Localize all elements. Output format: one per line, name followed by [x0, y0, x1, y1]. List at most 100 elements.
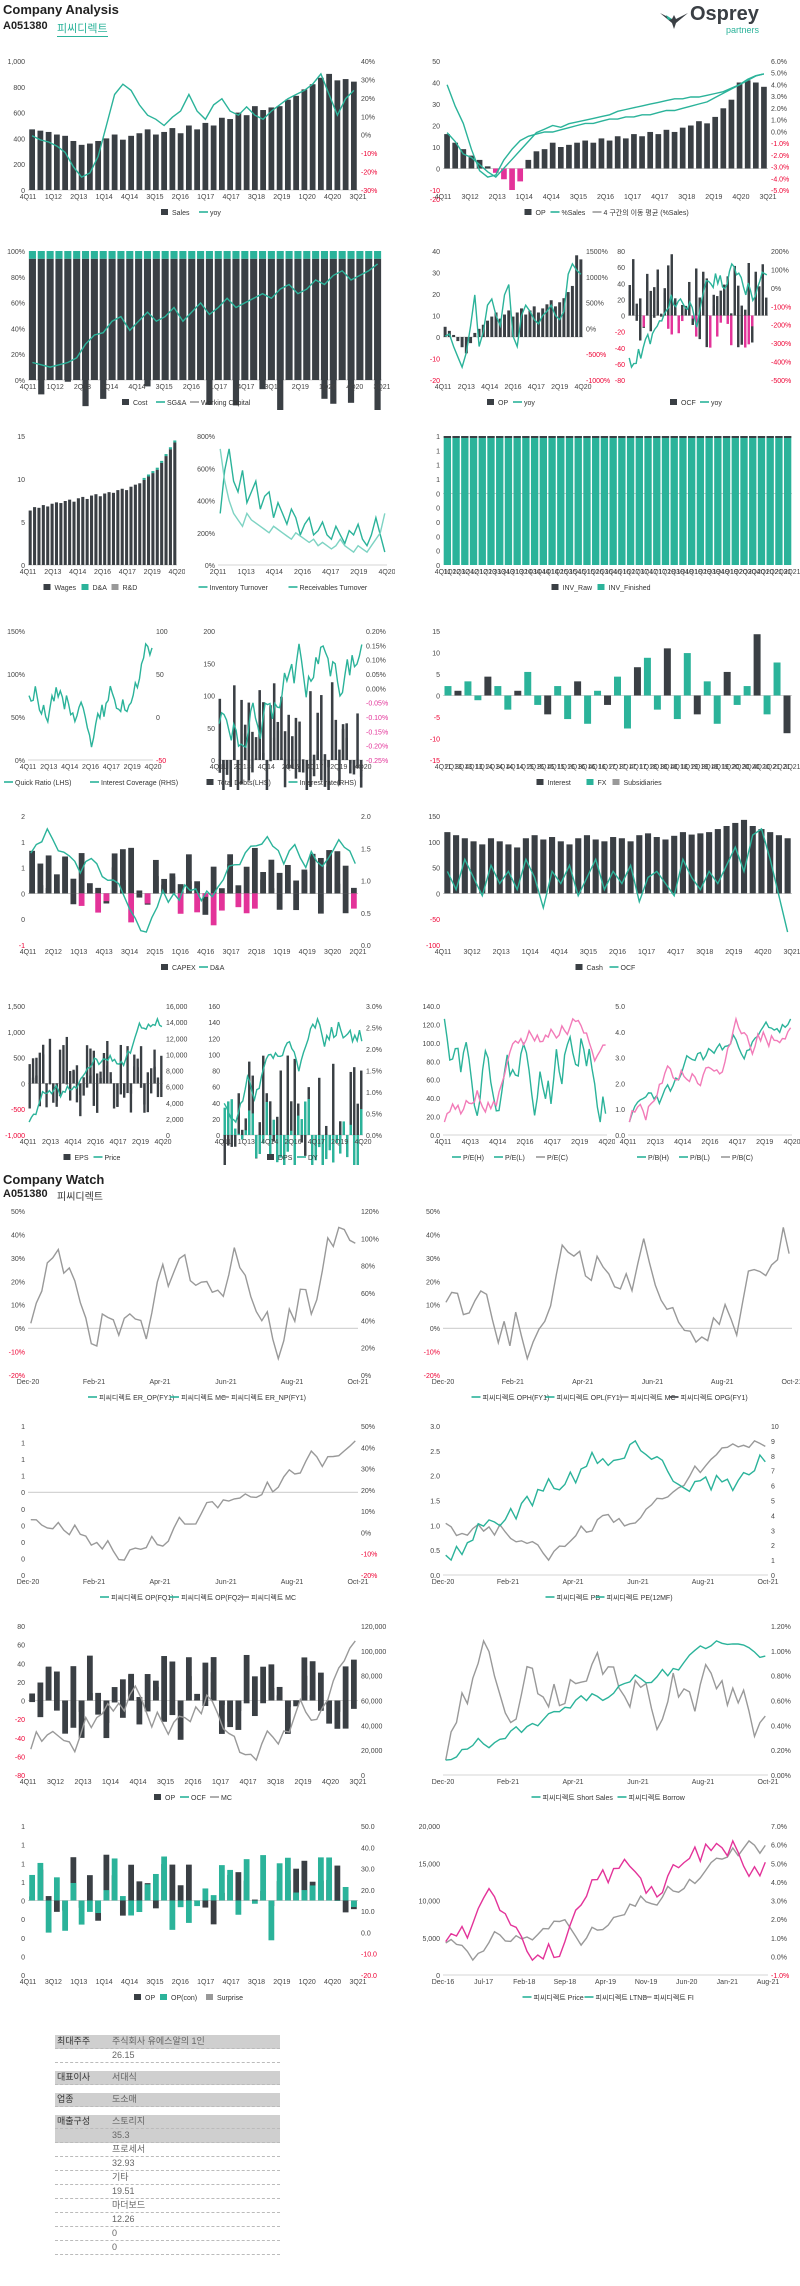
x-tick-label: 4Q20 — [154, 1139, 171, 1146]
bar — [663, 129, 670, 169]
y-tick-label: 40% — [11, 1232, 25, 1239]
legend-label: 피씨디렉트 Short Sales — [543, 1793, 614, 1802]
legend-swatch — [43, 584, 51, 590]
bar — [227, 1869, 234, 1901]
y2-tick-label: 8 — [771, 1454, 775, 1461]
bar — [173, 442, 177, 565]
x-tick-label: 2Q16 — [596, 569, 613, 576]
x-tick-label: 4Q11 — [20, 194, 37, 201]
bar — [653, 837, 660, 894]
bar-sga — [250, 251, 258, 259]
bar — [726, 276, 729, 316]
y-tick-label: 40 — [432, 81, 440, 88]
legend-label: 피씨디렉트 PB — [557, 1593, 601, 1602]
x-tick-label: 3Q18 — [676, 569, 693, 576]
x-tick-label: Apr-21 — [562, 1579, 583, 1586]
series-line — [219, 448, 386, 553]
bar — [291, 760, 294, 769]
series-line — [443, 1018, 607, 1123]
x-tick-label: 4Q15 — [547, 764, 564, 771]
bar — [236, 760, 240, 785]
x-tick-label: 3Q18 — [696, 949, 713, 956]
bar — [241, 1129, 244, 1135]
x-tick-label: 3Q15 — [570, 194, 587, 201]
bar-inv-raw — [496, 436, 504, 438]
bar — [210, 1672, 217, 1701]
x-tick-label: 2Q15 — [527, 764, 544, 771]
y-tick-label: 200% — [197, 531, 215, 538]
x-tick-label: 4Q13 — [506, 569, 523, 576]
legend-label: 피씨디렉트 ER_NP(FY1) — [231, 1393, 306, 1402]
bar — [744, 315, 747, 348]
y2-tick-label: 10 — [771, 1424, 779, 1431]
bar — [309, 691, 312, 760]
y-tick-label: -1 — [19, 943, 25, 950]
bar — [78, 853, 85, 894]
bar — [356, 1135, 359, 1165]
bar — [164, 456, 168, 565]
bar — [136, 1700, 143, 1725]
bar-inv-finished — [557, 436, 565, 565]
x-tick-label: 4Q17 — [109, 1139, 126, 1146]
y2-tick-label: 40.0 — [361, 1845, 375, 1852]
bar — [202, 893, 209, 897]
legend-label: 피씨디렉트 OP(FQ2) — [181, 1593, 244, 1602]
y-tick-label: -15 — [430, 758, 440, 765]
x-tick-label: 1Q17 — [212, 1779, 229, 1786]
y2-tick-label: 0 — [361, 1773, 365, 1780]
bar — [733, 314, 736, 316]
bar-cost — [28, 258, 36, 380]
legend-label: 피씨디렉트 OPL(FY1) — [557, 1393, 623, 1402]
sales-mix-0: 스토리지 — [112, 2116, 146, 2126]
sales-mix-9: 0 — [112, 2242, 118, 2252]
y2-tick-label: 0.0% — [771, 129, 787, 136]
x-tick-label: 2Q19 — [350, 569, 367, 576]
y-tick-label: 0.5 — [430, 1548, 440, 1555]
y2-tick-label: 60% — [361, 1291, 375, 1298]
bar — [294, 760, 298, 779]
legend-swatch — [134, 1994, 141, 2000]
bar — [45, 131, 52, 190]
x-tick-label: 3Q18 — [267, 1779, 284, 1786]
chart-w_price: 20,00015,00010,0005,00007.0%6.0%5.0%4.0%… — [419, 1824, 790, 2002]
plot-area — [28, 440, 177, 566]
x-tick-label: 3Q17 — [640, 569, 657, 576]
y-tick-label: 30% — [426, 1256, 440, 1263]
bar — [540, 839, 547, 894]
x-tick-label: 2Q19 — [124, 764, 141, 771]
y-tick-label: 1 — [21, 1457, 25, 1464]
bar — [494, 312, 498, 337]
x-tick-label: 1Q13 — [238, 569, 255, 576]
bar — [298, 760, 301, 773]
y-tick-label: 0.0 — [430, 1573, 440, 1580]
y-tick-label: 2.0 — [615, 1081, 625, 1088]
y2-tick-label: -400% — [771, 360, 791, 367]
bar — [284, 1700, 291, 1734]
x-tick-label: 2Q13 — [74, 384, 91, 391]
bar-sga — [73, 251, 81, 259]
bar — [243, 866, 250, 894]
bar — [749, 825, 756, 894]
bar — [169, 1900, 176, 1930]
bar-sga — [197, 251, 205, 259]
bar — [635, 303, 638, 316]
bar — [714, 829, 721, 894]
bar — [136, 1881, 143, 1901]
bar — [62, 135, 69, 190]
legend-label: SG&A — [167, 400, 187, 407]
y2-tick-label: 0.15% — [366, 643, 386, 650]
industry-label: 업종 — [57, 2094, 74, 2104]
y-tick-label: -500 — [11, 1107, 25, 1114]
x-tick-label: 4Q17 — [651, 194, 668, 201]
bar-sga — [285, 251, 293, 259]
y2-tick-label: 120,000 — [361, 1624, 386, 1631]
bar — [301, 89, 308, 190]
bar-inv-finished — [539, 436, 548, 565]
bar — [268, 859, 275, 894]
y-tick-label: -20% — [424, 1373, 440, 1380]
y2-tick-label: 0% — [586, 326, 596, 333]
bar — [269, 705, 272, 760]
sales-mix-row: 매출구성 스토리지 — [55, 2115, 280, 2129]
y-tick-label: -100 — [426, 943, 440, 950]
x-tick-label: 2Q19 — [725, 949, 742, 956]
